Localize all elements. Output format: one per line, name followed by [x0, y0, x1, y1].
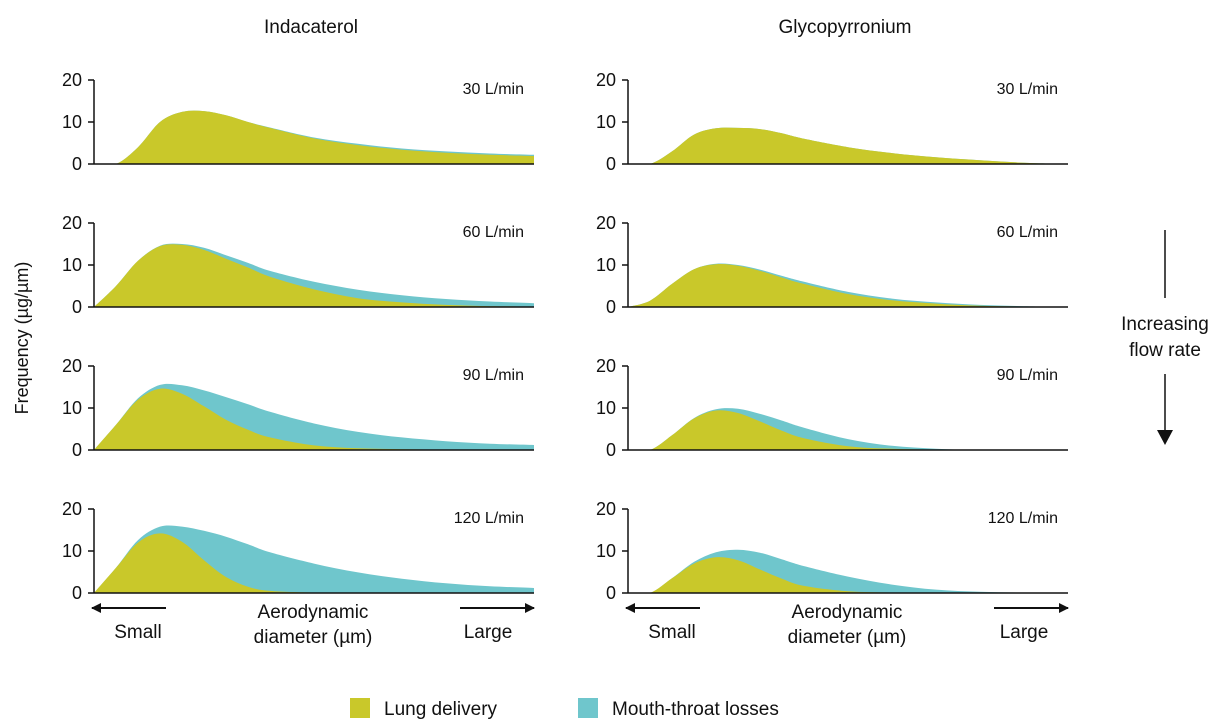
y-tick-label: 20 [62, 499, 82, 519]
x-axis-large-label: Large [1000, 622, 1049, 643]
flow-rate-label: 120 L/min [454, 510, 524, 527]
area-lung-delivery [628, 264, 1068, 307]
column-title-glycopyrronium: Glycopyrronium [778, 17, 911, 38]
flow-rate-label-line2: flow rate [1129, 340, 1201, 361]
area-lung-delivery [94, 533, 534, 593]
flow-rate-label: 120 L/min [988, 510, 1058, 527]
panel-indacaterol-1: 0 10 20 60 L/min [62, 213, 534, 317]
flow-rate-label: 30 L/min [997, 81, 1058, 98]
panel-indacaterol-3: 0 10 20 120 L/min [62, 499, 534, 603]
area-lung-delivery [628, 127, 1068, 164]
panel-glycopyrronium-0: 0 10 20 30 L/min [596, 70, 1068, 174]
x-axis-large-label: Large [464, 622, 513, 643]
flow-rate-label: 60 L/min [997, 224, 1058, 241]
y-tick-label: 20 [596, 356, 616, 376]
y-tick-label: 10 [596, 255, 616, 275]
flow-rate-label-line1: Increasing [1121, 314, 1209, 335]
y-tick-label: 0 [606, 440, 616, 460]
y-tick-label: 20 [596, 70, 616, 90]
y-tick-label: 0 [72, 297, 82, 317]
y-tick-label: 10 [62, 398, 82, 418]
y-tick-label: 0 [72, 583, 82, 603]
y-tick-label: 10 [62, 541, 82, 561]
panel-glycopyrronium-2: 0 10 20 90 L/min [596, 356, 1068, 460]
legend-swatch-mouth [578, 698, 598, 718]
x-axis-label-line1: Aerodynamic [258, 602, 369, 623]
x-axis-small-label: Small [648, 622, 696, 643]
area-lung-delivery [94, 388, 534, 450]
flow-rate-label: 60 L/min [463, 224, 524, 241]
y-tick-label: 10 [62, 255, 82, 275]
legend-label-lung: Lung delivery [384, 699, 498, 720]
y-tick-label: 0 [606, 297, 616, 317]
y-tick-label: 10 [62, 112, 82, 132]
down-arrow-icon [1157, 430, 1173, 445]
x-axis-label-line2: diameter (µm) [254, 627, 373, 648]
y-tick-label: 0 [606, 583, 616, 603]
y-tick-label: 20 [596, 499, 616, 519]
y-tick-label: 0 [72, 440, 82, 460]
panel-indacaterol-2: 0 10 20 90 L/min [62, 356, 534, 460]
y-axis-label: Frequency (µg/µm) [12, 262, 32, 415]
y-tick-label: 20 [62, 70, 82, 90]
area-lung-delivery [628, 410, 1068, 450]
area-lung-delivery [94, 110, 534, 164]
legend-label-mouth: Mouth-throat losses [612, 699, 779, 720]
panel-glycopyrronium-1: 0 10 20 60 L/min [596, 213, 1068, 317]
y-tick-label: 0 [606, 154, 616, 174]
area-lung-delivery [628, 557, 1068, 593]
x-axis-annotation-indacaterol: Small Large Aerodynamic diameter (µm) [91, 602, 535, 648]
panel-glycopyrronium-3: 0 10 20 120 L/min [596, 499, 1068, 603]
x-axis-label-line2: diameter (µm) [788, 627, 907, 648]
x-axis-annotation-glycopyrronium: Small Large Aerodynamic diameter (µm) [625, 602, 1069, 648]
y-tick-label: 10 [596, 398, 616, 418]
x-axis-small-label: Small [114, 622, 162, 643]
y-tick-label: 10 [596, 541, 616, 561]
y-tick-label: 20 [596, 213, 616, 233]
flow-rate-label: 90 L/min [463, 367, 524, 384]
area-lung-delivery [94, 244, 534, 307]
column-title-indacaterol: Indacaterol [264, 17, 358, 38]
y-tick-label: 0 [72, 154, 82, 174]
x-axis-label-line1: Aerodynamic [792, 602, 903, 623]
y-tick-label: 20 [62, 213, 82, 233]
flow-rate-label: 30 L/min [463, 81, 524, 98]
flow-rate-label: 90 L/min [997, 367, 1058, 384]
y-tick-label: 20 [62, 356, 82, 376]
panel-indacaterol-0: 0 10 20 30 L/min [62, 70, 534, 174]
legend: Lung delivery Mouth-throat losses [350, 698, 779, 720]
flow-rate-indicator: Increasing flow rate [1121, 230, 1209, 445]
y-tick-label: 10 [596, 112, 616, 132]
legend-swatch-lung [350, 698, 370, 718]
